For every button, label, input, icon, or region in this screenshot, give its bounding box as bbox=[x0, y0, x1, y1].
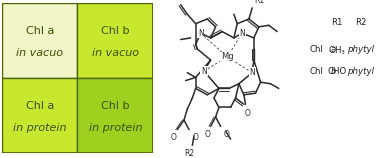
Text: b: b bbox=[330, 67, 336, 76]
Text: R1: R1 bbox=[254, 0, 264, 5]
Text: N: N bbox=[201, 67, 207, 76]
Text: R2: R2 bbox=[184, 149, 194, 158]
Text: Chl a: Chl a bbox=[25, 101, 54, 111]
Text: O: O bbox=[192, 133, 198, 142]
Text: O: O bbox=[204, 130, 210, 139]
Text: in vacuo: in vacuo bbox=[16, 48, 63, 58]
Bar bbox=[2, 78, 77, 153]
Text: R2: R2 bbox=[355, 18, 367, 27]
Text: CHO: CHO bbox=[328, 67, 347, 76]
Text: a: a bbox=[330, 45, 336, 54]
Text: phytyl: phytyl bbox=[347, 67, 375, 76]
Text: CH$_3$: CH$_3$ bbox=[328, 45, 346, 57]
Text: O: O bbox=[171, 133, 177, 142]
Text: Chl b: Chl b bbox=[101, 101, 130, 111]
Text: Chl b: Chl b bbox=[101, 26, 130, 36]
Text: Chl: Chl bbox=[310, 67, 324, 76]
Text: Chl a: Chl a bbox=[25, 26, 54, 36]
Text: in protein: in protein bbox=[13, 123, 67, 133]
Bar bbox=[77, 3, 153, 78]
Text: in vacuo: in vacuo bbox=[92, 48, 139, 58]
Text: O: O bbox=[244, 109, 250, 118]
Text: Mg: Mg bbox=[221, 52, 234, 61]
Text: phytyl: phytyl bbox=[347, 45, 375, 54]
Text: N: N bbox=[198, 29, 203, 38]
Text: N: N bbox=[239, 29, 245, 38]
Text: in protein: in protein bbox=[88, 123, 142, 133]
Text: N: N bbox=[249, 68, 255, 77]
Text: Chl: Chl bbox=[310, 45, 324, 54]
Text: R1: R1 bbox=[332, 18, 343, 27]
Bar bbox=[2, 3, 77, 78]
Text: O: O bbox=[224, 130, 230, 139]
Bar bbox=[77, 78, 153, 153]
